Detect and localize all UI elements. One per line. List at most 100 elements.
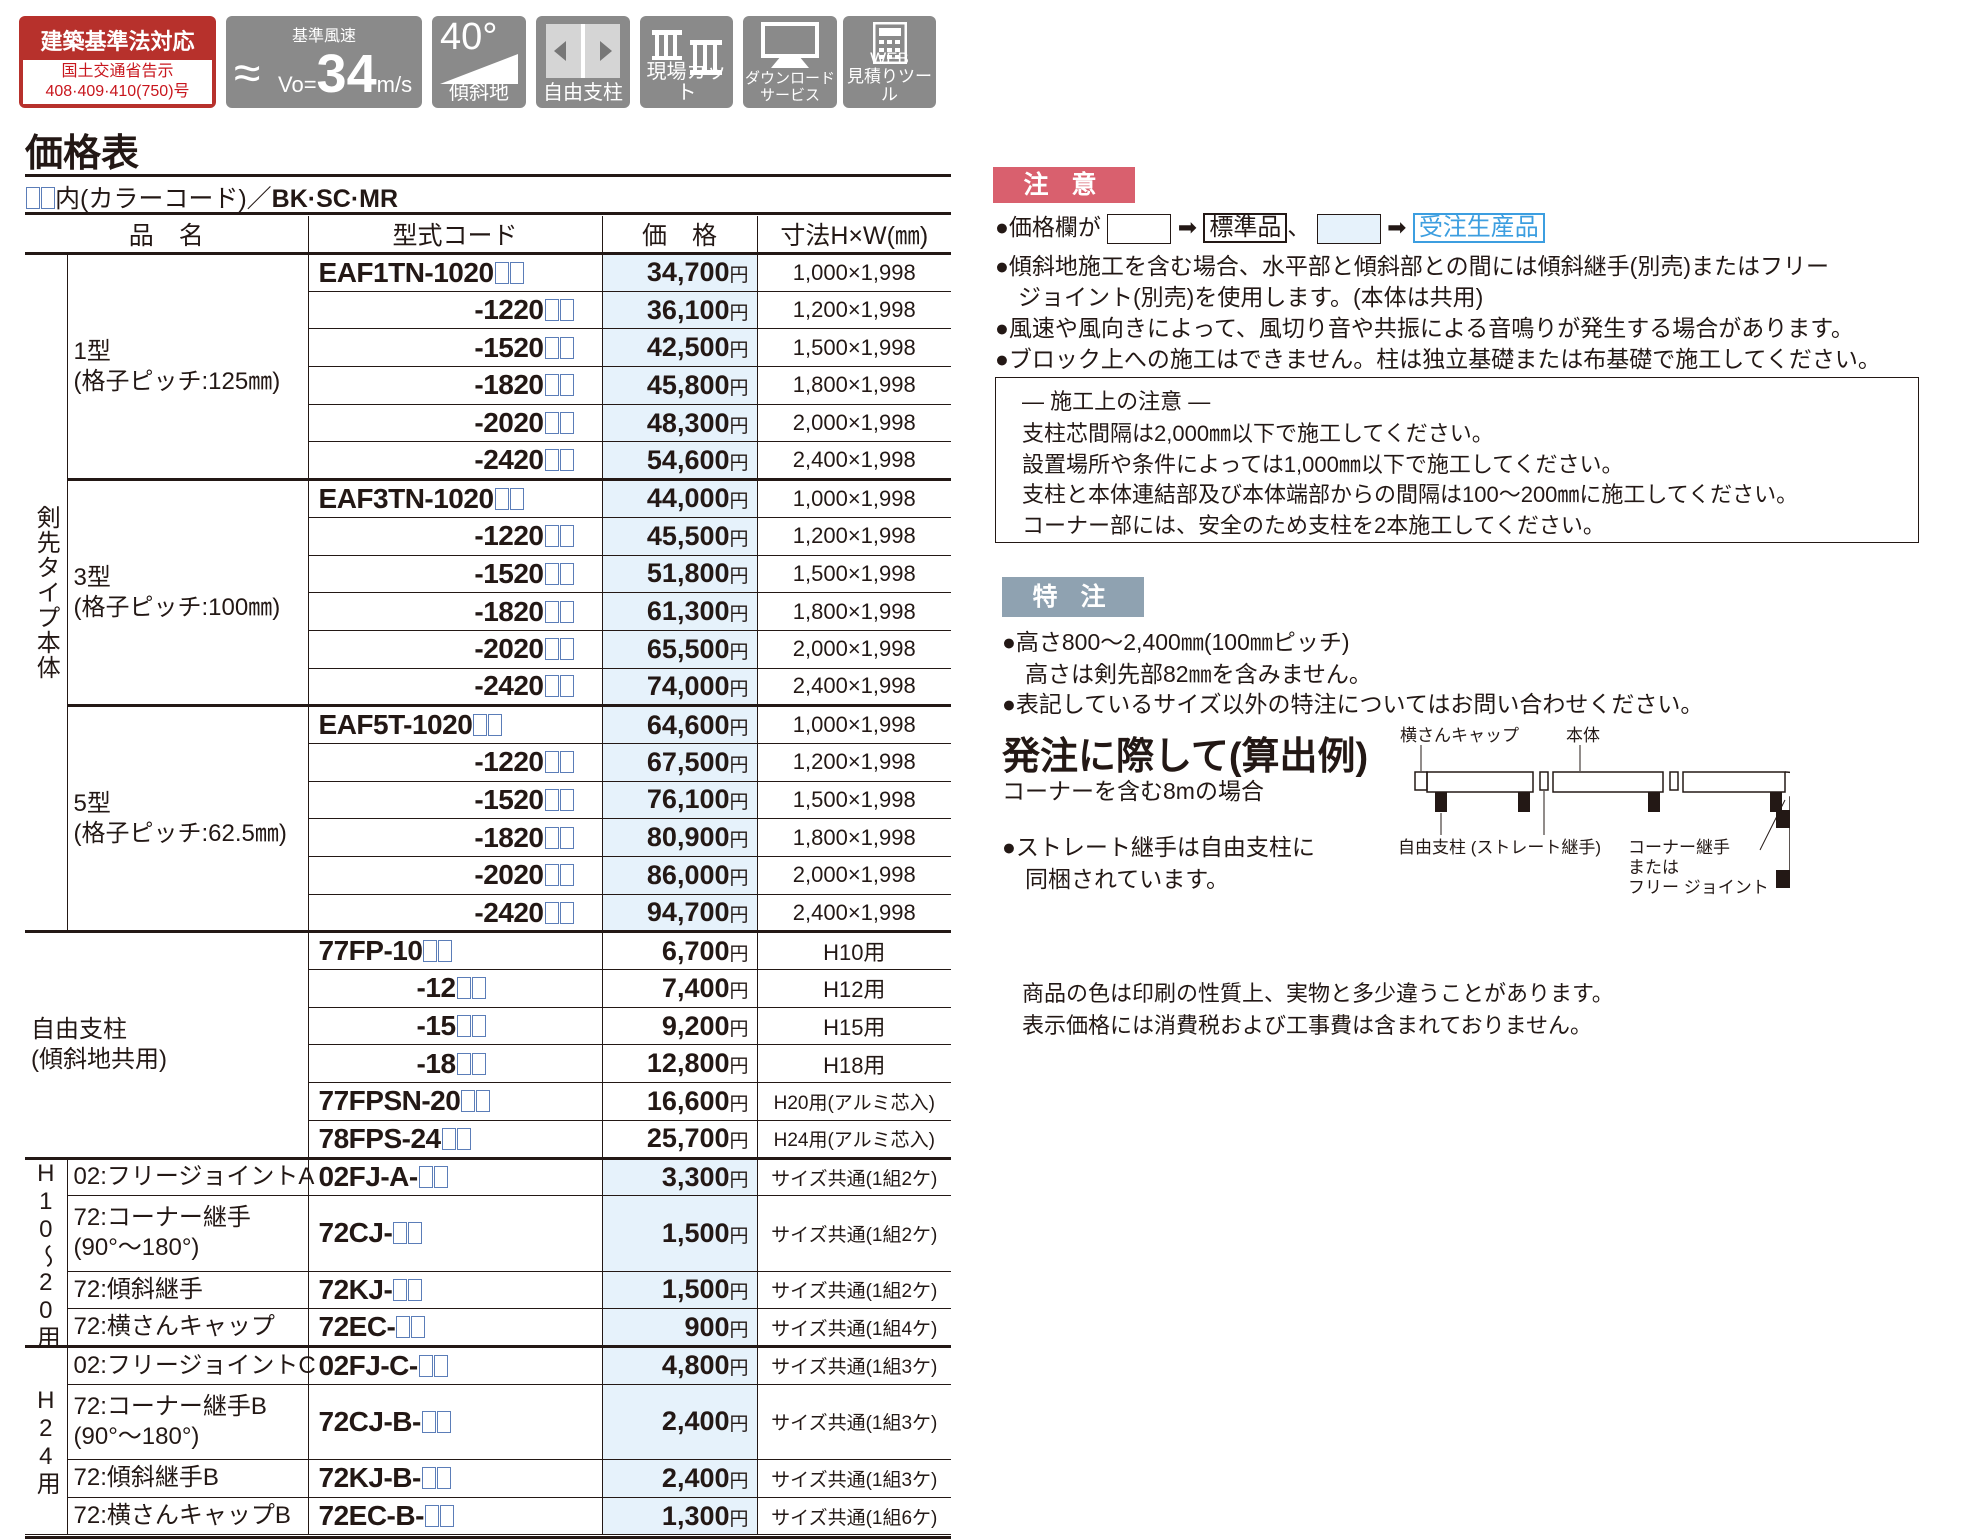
blue-swatch [1316,213,1381,244]
title-rule [25,174,951,177]
model-code-cell: 72EC-B- [307,1496,603,1536]
label-post: 自由支柱 (ストレート継手) [1398,838,1601,857]
color-code-box [509,261,524,284]
download-line2: サービス [759,87,820,104]
size-cell: 1,200×1,998 [756,742,952,782]
model-code-cell: -2020 [308,856,603,895]
color-code-box [423,940,438,963]
color-code-box [411,1316,426,1339]
label-body: 本体 [1566,726,1600,745]
color-code-box [544,449,559,472]
download-badge[interactable]: ダウンロード サービス [743,16,837,108]
legend-prefix: ●価格欄が [995,214,1101,240]
model-code: 72EC-B- [318,1500,425,1532]
yen-unit: 円 [729,377,749,399]
table-row: -1520 42,500円 1,500×1,998 [25,328,952,368]
size-cell: 1,500×1,998 [756,328,952,368]
color-code-box [544,638,559,661]
size-cell: 1,000×1,998 [756,478,952,518]
color-code-box [544,901,559,924]
model-code-cell: -18 [308,1044,603,1084]
table-row: -1520 51,800円 1,500×1,998 [25,554,952,594]
model-code-cell: -15 [308,1006,603,1046]
price-value: 900 [684,1311,730,1342]
price-cell: 86,000円 [601,856,758,895]
price-cell: 900円 [601,1308,758,1347]
table-row: -18 12,800円 H18用 [25,1044,952,1084]
model-code-cell: -1220 [308,742,603,782]
size-cell: 1,500×1,998 [756,780,952,820]
size-cell: 2,000×1,998 [756,629,952,669]
model-code-cell: EAF5T-1020 [307,704,603,744]
price-cell: 9,200円 [601,1006,758,1046]
table-top-rule [25,212,951,215]
model-code-cell: -1520 [308,554,603,594]
size-cell: サイズ共通(1組3ケ) [756,1344,952,1385]
model-code: -18 [416,1047,456,1079]
model-code: 72KJ-B- [318,1462,422,1494]
table-row: 剣先タイプ本体 1型 (格子ピッチ:125㎜) EAF1TN-1020 34,700円 1… [25,252,952,933]
install-line: 支柱芯間隔は2,000㎜以下で施工してください。 [1022,421,1494,446]
table-row: -2020 65,500円 2,000×1,998 [25,629,952,669]
color-code-box [559,675,574,698]
yen-unit: 円 [729,1018,749,1040]
model-code: EAF3TN-1020 [318,482,495,514]
special-line: ●表記しているサイズ以外の特注についてはお問い合わせください。 [1002,691,1704,717]
price-cell: 48,300円 [601,403,758,443]
color-code-box [436,1467,451,1490]
label-line: 02:フリージョイントA [73,1163,315,1191]
price-value: 67,500 [646,746,730,777]
size-cell: 1,800×1,998 [756,366,952,405]
color-code-box [408,1278,423,1301]
color-code-box [41,187,55,209]
table-row: 5型 (格子ピッチ:62.5㎜) EAF5T-1020 64,600円 1,000×1,… [25,704,952,933]
install-line: 支柱と本体連結部及び本体端部からの間隔は100〜200㎜に施工してください。 [1022,482,1799,507]
color-code-box [559,901,574,924]
group-label: 自由支柱 (傾斜地共用) [25,930,309,1159]
price-cell: 54,600円 [601,441,758,481]
model-code: 02FJ-C- [318,1349,419,1381]
yen-unit: 円 [729,1056,749,1078]
label-cap: 横さんキャップ [1400,726,1519,745]
price-value: 1,300 [661,1500,730,1531]
accessory-name: 02:フリージョイントA [66,1156,314,1197]
color-code-box [393,1278,408,1301]
web-estimate-badge[interactable]: WEB 見積りツール [843,16,936,108]
size-cell: 2,400×1,998 [756,441,952,481]
yen-unit: 円 [729,641,749,663]
color-code-box [473,714,488,737]
model-code-cell: -2020 [308,403,603,443]
price-table: 品 名 型式コード 価 格 寸法H×W(㎜) 剣先タイプ本体 1型 (格子ピッチ:1… [25,216,952,1536]
label-line: 02:フリージョイントC [73,1351,316,1379]
color-code-box [418,1166,433,1189]
size-cell: サイズ共通(1組3ケ) [756,1383,952,1461]
label-line: 3型 [73,563,111,591]
color-code-box [424,1505,439,1528]
subgroup-label: 5型 (格子ピッチ:62.5㎜) [67,704,309,933]
model-code: 77FPSN-20 [318,1085,461,1117]
price-value: 44,000 [646,483,730,514]
table-row: -2020 86,000円 2,000×1,998 [25,856,952,895]
model-code: -12 [416,972,456,1004]
yen-unit: 円 [729,1470,749,1492]
fence-body [1682,771,1786,793]
price-value: 76,100 [646,784,730,815]
building-code-badge: 建築基準法対応 国土交通省告示 408·409·410(750)号 [19,16,216,108]
price-cell: 76,100円 [601,780,758,820]
price-legend: ●価格欄が ➡ 標準品、 ➡ 受注生産品 [995,208,1545,244]
table-row: 72:傾斜継手 72KJ- 1,500円 サイズ共通(1組2ケ) [25,1270,952,1310]
label-line: (傾斜地共用) [31,1045,167,1073]
table-row: -2420 74,000円 2,400×1,998 [25,667,952,707]
model-code: 02FJ-A- [318,1161,419,1193]
subgroup-label: 1型 (格子ピッチ:125㎜) [66,252,309,481]
color-code-box [544,788,559,811]
model-code-cell: -1820 [308,366,603,405]
made-to-order-label: 受注生産品 [1412,213,1545,243]
table-row: -12 7,400円 H12用 [25,969,952,1008]
color-code-box [559,374,574,397]
size-cell: H18用 [756,1044,952,1084]
yen-unit: 円 [729,678,749,700]
price-value: 51,800 [646,558,730,589]
footer-note: 表示価格には消費税および工事費は含まれておりません。 [1022,1013,1593,1038]
price-cell: 34,700円 [601,253,758,292]
